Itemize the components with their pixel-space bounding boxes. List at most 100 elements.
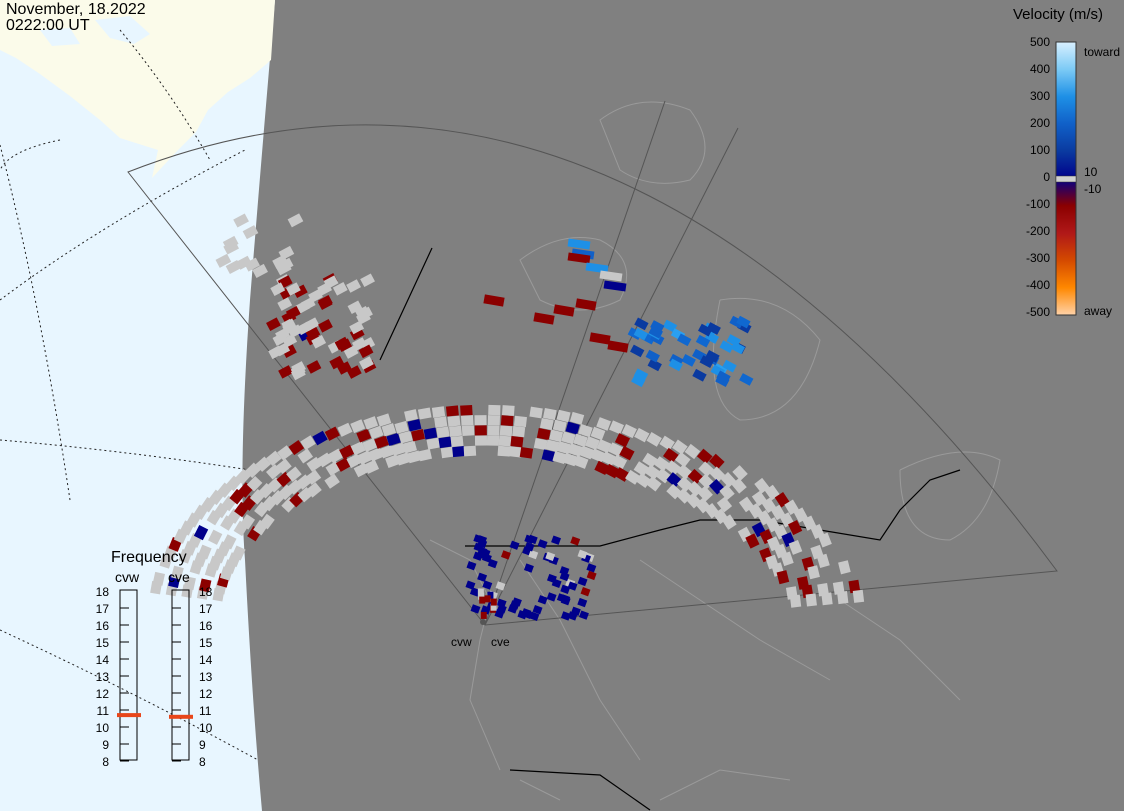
cve-frequency-marker [169,714,193,719]
colorbar-away-label: away [1084,304,1112,318]
velocity-cell [306,456,322,472]
velocity-cell [222,534,237,550]
velocity-cell [436,426,450,439]
velocity-cell [362,438,378,452]
velocity-cell [706,322,721,335]
velocity-cell [281,317,297,332]
frequency-tick-label: 8 [199,755,206,769]
velocity-cell [567,238,591,250]
frequency-tick-label: 8 [102,755,109,769]
velocity-cell [590,448,606,463]
velocity-cell [500,415,514,427]
colorbar-tick-label: -200 [1026,224,1050,238]
frequency-tick-label: 18 [96,585,110,599]
velocity-cell [551,535,562,545]
velocity-cell [546,592,557,602]
velocity-cell [223,240,240,255]
velocity-cell [240,514,256,530]
velocity-cell [374,435,389,449]
velocity-cell [848,579,861,594]
velocity-cell [452,446,466,458]
velocity-cell [580,587,591,597]
velocity-cell [645,349,660,363]
velocity-cell [487,415,501,426]
velocity-cell [586,563,597,573]
velocity-cell [573,433,588,447]
velocity-cell [522,609,533,620]
velocity-cell [648,325,663,339]
velocity-cell [524,534,535,544]
velocity-cell [231,545,246,561]
velocity-cell [449,425,462,437]
velocity-cell [560,596,571,606]
colorbar-zero-band [1055,175,1077,183]
velocity-cell [276,458,292,474]
frequency-tick-label: 14 [96,653,110,667]
frequency-tick-label: 10 [96,721,110,735]
velocity-cell [275,342,291,357]
colorbar-ticks: 500 400 300 200 100 0 -100 -200 -300 -400 -500 towa… [1026,35,1120,319]
velocity-cell [358,356,374,370]
velocity-cell [288,440,305,456]
velocity-cell [780,551,794,567]
velocity-cell [754,477,770,494]
velocity-cell [193,525,209,541]
velocity-cell [245,462,261,479]
colorbar-tick-label: -400 [1026,278,1050,292]
velocity-cell [406,450,422,464]
velocity-cell [528,549,539,560]
velocity-cell [662,319,678,333]
velocity-cell [300,297,316,311]
velocity-cell [553,304,575,317]
velocity-cell [567,581,578,591]
cvw-frequency-marker [117,713,141,718]
velocity-cell [709,453,725,470]
velocity-cell [171,565,184,580]
velocity-cell [697,485,713,502]
velocity-cell [716,496,733,513]
velocity-cell [292,284,308,299]
velocity-cell [560,584,571,594]
velocity-cell [252,263,268,278]
velocity-cell [603,280,627,292]
velocity-cell [376,413,392,427]
velocity-cell [523,563,534,573]
velocity-cell [556,409,571,423]
velocity-cell [634,427,650,443]
velocity-cell [332,282,348,296]
velocity-cell [619,445,635,461]
velocity-cell [764,484,780,501]
velocity-cell [601,451,617,466]
velocity-cell [774,492,790,508]
velocity-cell [152,571,166,586]
frequency-tick-label: 17 [199,602,213,616]
velocity-cell [463,445,477,457]
velocity-cell [470,604,481,614]
velocity-cell [208,529,223,545]
velocity-cell [745,533,760,549]
frequency-tick-label: 9 [102,738,109,752]
velocity-cell [469,587,480,597]
velocity-cell [578,423,593,438]
velocity-cell [278,365,293,379]
velocity-cell [609,420,625,435]
velocity-cell [495,581,506,591]
velocity-cell [477,588,484,596]
cvw-frequency-bar [119,589,138,761]
velocity-cell [647,358,662,372]
velocity-cell [695,334,711,348]
velocity-cell [343,345,359,359]
velocity-cell [509,540,520,550]
velocity-cell [705,349,720,363]
velocity-cell [480,548,491,558]
velocity-cells [150,213,865,621]
velocity-cell [716,370,731,384]
velocity-cell [539,417,554,431]
velocity-cell [508,446,522,458]
velocity-cell [719,484,735,501]
velocity-cell [692,368,707,382]
velocity-cell [486,435,500,446]
velocity-cell [681,354,696,367]
velocity-cell [407,419,422,432]
velocity-cell [324,473,340,489]
